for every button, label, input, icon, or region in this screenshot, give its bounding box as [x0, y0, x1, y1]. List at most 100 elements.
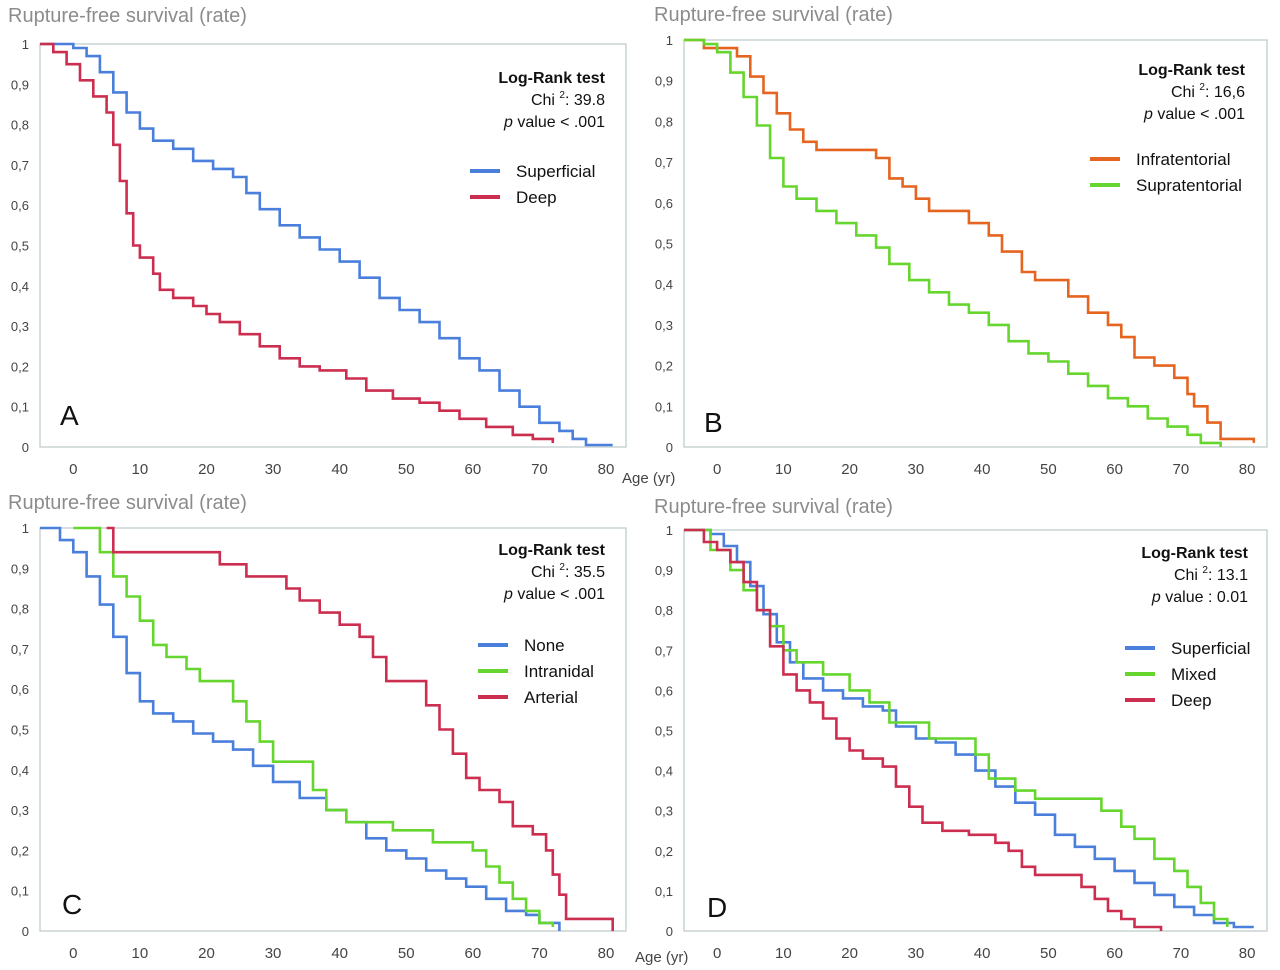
p-symbol: p: [503, 114, 513, 131]
y-tick-label: 0,6: [11, 198, 29, 213]
test-heading: Log-Rank test: [1141, 545, 1248, 562]
y-tick-label: 0,9: [655, 563, 673, 578]
series-line-deep: [40, 42, 555, 443]
panel-B: Rupture-free survival (rate) 0 0,1 0,2 0,3 0,…: [622, 4, 1268, 487]
x-tick-label: 80: [1239, 945, 1256, 962]
legend-label: Superficial: [1171, 639, 1250, 658]
x-tick-label: 70: [531, 945, 548, 962]
chart-title: Rupture-free survival (rate): [654, 4, 893, 26]
x-tick-label: 50: [1040, 945, 1057, 962]
plot-frame: [39, 527, 627, 932]
chi-superscript: 2: [559, 562, 565, 573]
panel-label: D: [707, 892, 727, 923]
x-tick-label: 0: [69, 461, 77, 478]
p-text: value < .001: [513, 114, 605, 131]
y-tick-label: 0,6: [655, 196, 673, 211]
x-tick-label: 30: [265, 945, 282, 962]
panel-label: B: [704, 407, 723, 438]
test-chi-square: Chi 2: 35.5: [531, 562, 605, 581]
y-tick-label: 0,5: [11, 239, 29, 254]
legend-label: None: [524, 636, 565, 655]
x-tick-label: 50: [398, 461, 415, 478]
chi-label: Chi: [531, 92, 559, 109]
y-tick-label: 0,3: [655, 804, 673, 819]
y-tick-label: 0,7: [11, 642, 29, 657]
x-tick-label: 10: [132, 461, 149, 478]
x-tick-label: 40: [974, 945, 991, 962]
x-tick-label: 10: [132, 945, 149, 962]
x-tick-label: 30: [265, 461, 282, 478]
chi-value: : 13.1: [1208, 567, 1248, 584]
x-tick-label: 20: [841, 461, 858, 478]
y-tick-label: 0,6: [11, 682, 29, 697]
y-tick-label: 0,3: [11, 803, 29, 818]
chi-superscript: 2: [1202, 565, 1208, 576]
x-tick-label: 10: [775, 945, 792, 962]
y-tick-label: 0,2: [655, 844, 673, 859]
y-tick-label: 0,3: [655, 318, 673, 333]
x-tick-label: 10: [775, 461, 792, 478]
y-tick-label: 0: [22, 440, 29, 455]
x-tick-label: 50: [398, 945, 415, 962]
panel-D: Rupture-free survival (rate) 0 0,1 0,2 0,3 0,…: [635, 496, 1268, 966]
test-p-value: p value < .001: [1143, 106, 1245, 123]
p-text: value < .001: [513, 586, 605, 603]
plot-frame: [39, 43, 627, 448]
series-line-mixed: [684, 528, 1229, 927]
plot-frame: [683, 529, 1268, 932]
series-line-none: [40, 526, 561, 931]
chi-superscript: 2: [559, 90, 565, 101]
y-tick-label: 0,5: [655, 237, 673, 252]
y-tick-label: 0,8: [11, 602, 29, 617]
x-tick-label: 80: [598, 461, 615, 478]
series-line-arterial: [106, 526, 614, 931]
y-tick-label: 1: [22, 521, 29, 536]
series-line-supratentorial: [684, 38, 1222, 447]
x-tick-label: 70: [531, 461, 548, 478]
legend-label: Deep: [1171, 691, 1212, 710]
y-tick-label: 0,6: [655, 683, 673, 698]
chi-superscript: 2: [1199, 82, 1205, 93]
legend-label: Infratentorial: [1136, 150, 1231, 169]
y-tick-label: 0,2: [11, 843, 29, 858]
y-tick-label: 1: [666, 523, 673, 538]
x-tick-label: 60: [464, 461, 481, 478]
x-tick-label: 20: [198, 945, 215, 962]
y-tick-label: 0: [22, 924, 29, 939]
y-tick-label: 0,4: [11, 279, 29, 294]
panel-C: Rupture-free survival (rate) 0 0,1 0,2 0,3 0,…: [8, 492, 627, 962]
x-tick-label: 30: [908, 945, 925, 962]
x-tick-label: 40: [974, 461, 991, 478]
x-tick-label: 40: [331, 945, 348, 962]
x-tick-label: 0: [713, 945, 721, 962]
y-tick-label: 0,2: [11, 359, 29, 374]
test-heading: Log-Rank test: [1138, 62, 1245, 79]
x-tick-label: 50: [1040, 461, 1057, 478]
y-tick-label: 0,1: [11, 884, 29, 899]
y-tick-label: 0,9: [11, 561, 29, 576]
p-text: value : 0.01: [1161, 589, 1248, 606]
plot-frame: [683, 39, 1268, 448]
y-tick-label: 0: [666, 440, 673, 455]
x-tick-label: 70: [1173, 945, 1190, 962]
y-tick-label: 0,5: [11, 723, 29, 738]
p-text: value < .001: [1153, 106, 1245, 123]
chi-value: : 39.8: [565, 92, 605, 109]
series-line-superficial: [684, 528, 1254, 929]
test-chi-square: Chi 2: 13.1: [1174, 565, 1248, 584]
legend-label: Arterial: [524, 688, 578, 707]
y-tick-label: 0,7: [11, 158, 29, 173]
y-tick-label: 0,4: [11, 763, 29, 778]
x-tick-label: 80: [1239, 461, 1256, 478]
series-line-deep: [684, 528, 1163, 931]
chart-title: Rupture-free survival (rate): [8, 492, 247, 514]
x-tick-label: 60: [1106, 945, 1123, 962]
chart-title: Rupture-free survival (rate): [654, 496, 893, 518]
y-tick-label: 0,8: [655, 603, 673, 618]
x-tick-label: 30: [908, 461, 925, 478]
test-p-value: p value < .001: [503, 586, 605, 603]
y-tick-label: 0,8: [11, 118, 29, 133]
series-line-superficial: [40, 42, 613, 447]
x-axis-label: Age (yr): [622, 470, 675, 487]
p-symbol: p: [1143, 106, 1153, 123]
